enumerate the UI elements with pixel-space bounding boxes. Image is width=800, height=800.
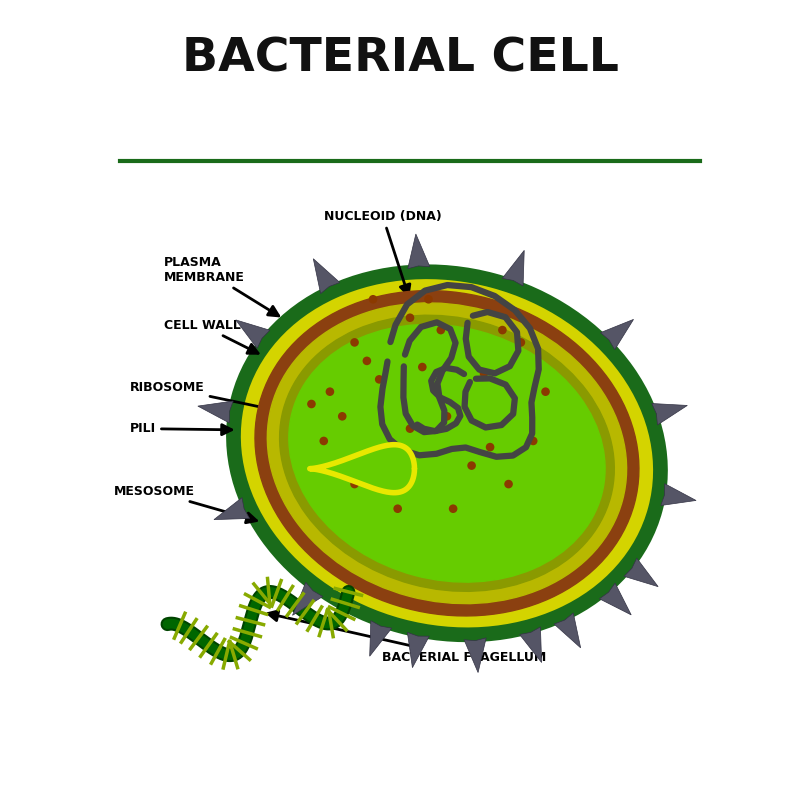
Circle shape	[542, 387, 550, 396]
Text: PLASMID: PLASMID	[440, 422, 614, 466]
Text: NUCLEOID (DNA): NUCLEOID (DNA)	[324, 210, 442, 295]
Polygon shape	[519, 627, 542, 662]
Circle shape	[517, 338, 525, 346]
Polygon shape	[293, 582, 322, 615]
Polygon shape	[236, 320, 270, 349]
Circle shape	[424, 295, 433, 303]
Polygon shape	[624, 558, 658, 586]
Ellipse shape	[227, 266, 666, 641]
Polygon shape	[652, 403, 687, 425]
Ellipse shape	[255, 290, 639, 616]
Circle shape	[307, 400, 316, 408]
Text: RIBOSOME: RIBOSOME	[130, 381, 290, 416]
Circle shape	[480, 369, 488, 378]
Circle shape	[418, 362, 426, 371]
Text: PLASMA
MEMBRANE: PLASMA MEMBRANE	[163, 256, 278, 316]
Ellipse shape	[289, 325, 605, 582]
Circle shape	[486, 443, 494, 451]
Polygon shape	[599, 583, 631, 615]
Polygon shape	[601, 319, 634, 350]
Polygon shape	[198, 401, 233, 423]
Circle shape	[387, 449, 396, 458]
Polygon shape	[554, 613, 581, 648]
Polygon shape	[214, 498, 250, 520]
Circle shape	[529, 437, 538, 446]
Circle shape	[498, 326, 506, 334]
Circle shape	[338, 412, 346, 421]
Circle shape	[375, 375, 383, 384]
Text: MESOSOME: MESOSOME	[114, 485, 257, 522]
Circle shape	[406, 314, 414, 322]
Polygon shape	[314, 258, 340, 294]
Polygon shape	[661, 484, 696, 506]
Circle shape	[406, 424, 414, 433]
Polygon shape	[370, 621, 392, 656]
Ellipse shape	[267, 303, 626, 604]
Circle shape	[442, 412, 451, 421]
Circle shape	[504, 480, 513, 488]
Circle shape	[350, 480, 359, 488]
Text: BACTERIAL CELL: BACTERIAL CELL	[182, 36, 618, 81]
Polygon shape	[502, 250, 524, 286]
Circle shape	[326, 387, 334, 396]
Circle shape	[369, 295, 378, 303]
Text: CELL WALL: CELL WALL	[163, 318, 258, 354]
Circle shape	[467, 462, 476, 470]
Polygon shape	[407, 632, 430, 668]
Circle shape	[319, 437, 328, 446]
Circle shape	[437, 326, 445, 334]
Circle shape	[350, 338, 359, 346]
Text: PILI: PILI	[130, 422, 232, 435]
Circle shape	[362, 357, 371, 365]
Polygon shape	[310, 445, 414, 493]
Polygon shape	[464, 638, 486, 673]
Text: CAPSULE: CAPSULE	[526, 472, 615, 494]
Circle shape	[394, 505, 402, 513]
Ellipse shape	[240, 278, 654, 629]
Polygon shape	[408, 234, 430, 269]
Ellipse shape	[280, 315, 614, 591]
Text: BACTERIAL FLAGELLUM: BACTERIAL FLAGELLUM	[268, 611, 546, 664]
Circle shape	[449, 505, 458, 513]
Text: CYTOPLASM: CYTOPLASM	[471, 516, 594, 551]
